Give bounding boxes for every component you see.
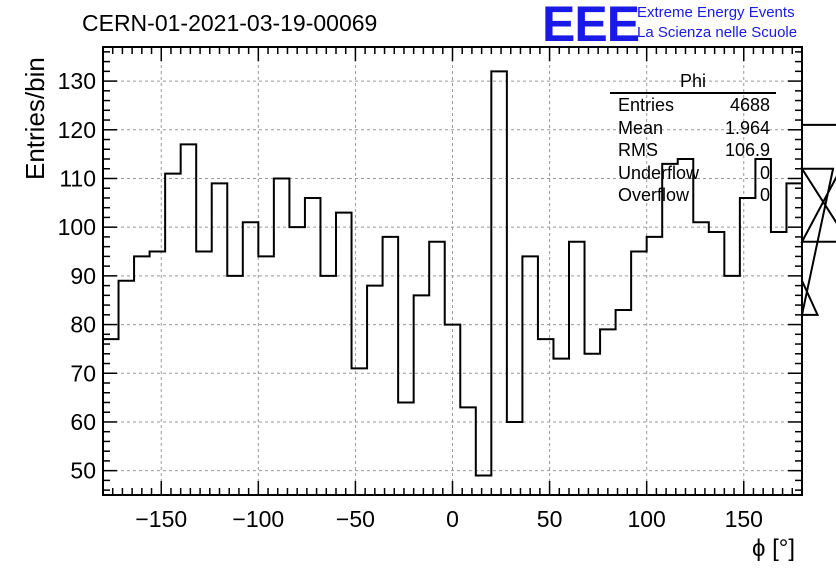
y-tick-label: 130 [58,68,96,94]
y-tick-label: 70 [70,360,96,386]
stats-box: Phi Entries 4688 Mean 1.964 RMS 106.9 Un… [610,70,776,207]
eee-logo: EEE [542,0,640,52]
axis-tick-labels: −150 −100 −50 0 50 100 150 50 60 70 80 90 100 110 120 1… [58,68,763,532]
logo-text-line2: La Scienza nelle Scuole [637,24,798,41]
stats-label: Underflow [618,162,700,183]
y-tick-label: 120 [58,117,96,143]
y-tick-label: 80 [70,312,96,338]
y-axis-label: Entries/bin [20,57,50,180]
stats-label: Overflow [618,185,690,205]
x-tick-label: −100 [232,506,284,532]
x-tick-label: 50 [537,506,563,532]
y-tick-label: 90 [70,263,96,289]
stats-value: 1.964 [724,117,770,138]
stats-value: 0 [759,162,770,183]
histogram-series-phi [103,70,836,477]
stats-label: RMS [618,140,658,160]
stats-value: 4688 [729,95,770,115]
stats-row-mean: Mean 1.964 [610,117,776,140]
x-tick-label: −50 [336,506,375,532]
x-tick-label: 150 [725,506,763,532]
x-tick-label: −150 [135,506,187,532]
y-tick-label: 60 [70,409,96,435]
stats-value: 106.9 [724,140,770,160]
x-axis-label: ϕ [°] [752,535,796,562]
stats-label: Mean [618,117,664,138]
stats-label: Entries [618,95,675,115]
logo-text-line1: Extreme Energy Events [637,4,795,21]
x-tick-label: 100 [627,506,665,532]
stats-row-rms: RMS 106.9 [610,139,776,162]
x-tick-label: 0 [446,506,459,532]
y-tick-label: 50 [70,458,96,484]
y-tick-label: 110 [59,165,96,191]
stats-title: Phi [610,70,776,94]
stats-value: 0 [759,185,770,205]
y-tick-label: 100 [58,214,96,240]
chart-title: CERN-01-2021-03-19-00069 [82,10,378,36]
grid-lines [103,47,802,495]
stats-row-underflow: Underflow 0 [610,162,776,185]
stats-row-entries: Entries 4688 [610,94,776,117]
stats-row-overflow: Overflow 0 [610,184,776,207]
axis-ticks [103,47,802,495]
